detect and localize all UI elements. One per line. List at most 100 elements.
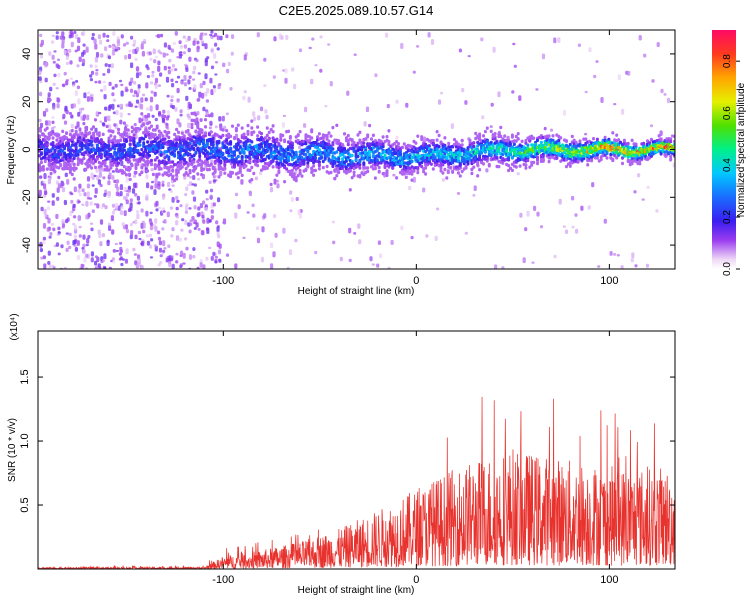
heatmap-cell [150, 162, 153, 167]
heatmap-cell [126, 192, 130, 197]
heatmap-cell [373, 139, 377, 143]
heatmap-cell [520, 139, 524, 143]
heatmap-cell [472, 193, 476, 197]
heatmap-cell [376, 263, 380, 268]
heatmap-cell [108, 81, 112, 86]
heatmap-cell [621, 108, 625, 115]
heatmap-cell [91, 32, 95, 37]
heatmap-cell [356, 133, 360, 137]
heatmap-cell [47, 217, 51, 224]
heatmap-cell [62, 113, 66, 119]
heatmap-cell [175, 235, 180, 241]
heatmap-cell [528, 139, 532, 143]
heatmap-cell [150, 185, 154, 190]
heatmap-cell [192, 70, 196, 75]
heatmap-cell [108, 44, 112, 48]
heatmap-cell [277, 142, 281, 146]
heatmap-cell [153, 59, 157, 64]
heatmap-cell [57, 141, 61, 146]
heatmap-cell [243, 90, 247, 94]
heatmap-cell [310, 78, 314, 85]
heatmap-cell [93, 203, 98, 206]
heatmap-cell [57, 97, 61, 103]
heatmap-cell [576, 159, 580, 163]
heatmap-cell [74, 129, 78, 134]
heatmap-cell [248, 168, 252, 172]
heatmap-cell [127, 132, 131, 136]
heatmap-cell [571, 225, 575, 229]
heatmap-cell [290, 146, 294, 150]
heatmap-cell [207, 132, 211, 137]
heatmap-cell [366, 166, 370, 170]
heatmap-cell [279, 158, 283, 163]
heatmap-cell [199, 83, 203, 89]
heatmap-cell [304, 137, 308, 141]
heatmap-cell [274, 232, 278, 238]
heatmap-cell [209, 188, 214, 193]
heatmap-cell [284, 68, 288, 74]
heatmap-cell [575, 228, 579, 234]
heatmap-cell [584, 90, 588, 94]
heatmap-cell [118, 79, 123, 83]
heatmap-cell [45, 167, 49, 171]
heatmap-cell [146, 162, 150, 167]
heatmap-cell [97, 34, 101, 40]
heatmap-cell [94, 260, 98, 266]
heatmap-cell [513, 64, 517, 68]
heatmap-cell [94, 255, 98, 259]
heatmap-cell [158, 112, 162, 116]
heatmap-cell [105, 124, 109, 129]
heatmap-cell [61, 37, 65, 45]
heatmap-cell [99, 89, 104, 92]
heatmap-cell [490, 102, 494, 107]
heatmap-cell [127, 185, 131, 190]
heatmap-cell [65, 136, 68, 140]
heatmap-cell [183, 82, 187, 87]
heatmap-cell [630, 258, 634, 263]
heatmap-cell [188, 87, 192, 90]
heatmap-cell [171, 227, 175, 232]
heatmap-cell [155, 137, 159, 141]
heatmap-cell [494, 264, 498, 269]
heatmap-cell [381, 142, 385, 146]
heatmap-cell [47, 98, 51, 102]
heatmap-cell [213, 161, 217, 165]
heatmap-cell [81, 107, 85, 111]
heatmap-cell [59, 163, 63, 168]
heatmap-cell [348, 169, 352, 173]
heatmap-cell [240, 126, 244, 130]
heatmap-cell [76, 162, 80, 167]
heatmap-cell [460, 143, 464, 147]
heatmap-cell [150, 90, 154, 94]
heatmap-cell [456, 156, 460, 160]
heatmap-cell [296, 133, 300, 137]
heatmap-cell [150, 124, 153, 128]
heatmap-cell [206, 88, 210, 94]
heatmap-cell [256, 237, 261, 244]
heatmap-cell [85, 46, 89, 50]
heatmap-cell [200, 211, 204, 217]
heatmap-cell [159, 167, 163, 171]
heatmap-cell [128, 142, 132, 147]
heatmap-cell [377, 240, 381, 245]
heatmap-cell [170, 78, 174, 82]
heatmap-cell [146, 75, 150, 79]
heatmap-cell [157, 184, 161, 190]
heatmap-cell [269, 147, 273, 152]
heatmap-cell [70, 199, 74, 204]
heatmap-cell [86, 191, 90, 197]
heatmap-cell [269, 187, 274, 193]
heatmap-cell [107, 63, 112, 68]
heatmap-cell [155, 156, 159, 160]
heatmap-cell [61, 138, 65, 142]
heatmap-cell [61, 142, 65, 146]
heatmap-cell [387, 266, 391, 269]
heatmap-cell [40, 39, 44, 46]
heatmap-cell [82, 43, 86, 47]
heatmap-cell [61, 182, 65, 187]
heatmap-cell [133, 174, 137, 178]
heatmap-cell [167, 66, 171, 70]
heatmap-cell [134, 219, 138, 225]
heatmap-cell [290, 197, 294, 202]
heatmap-cell [386, 103, 390, 109]
